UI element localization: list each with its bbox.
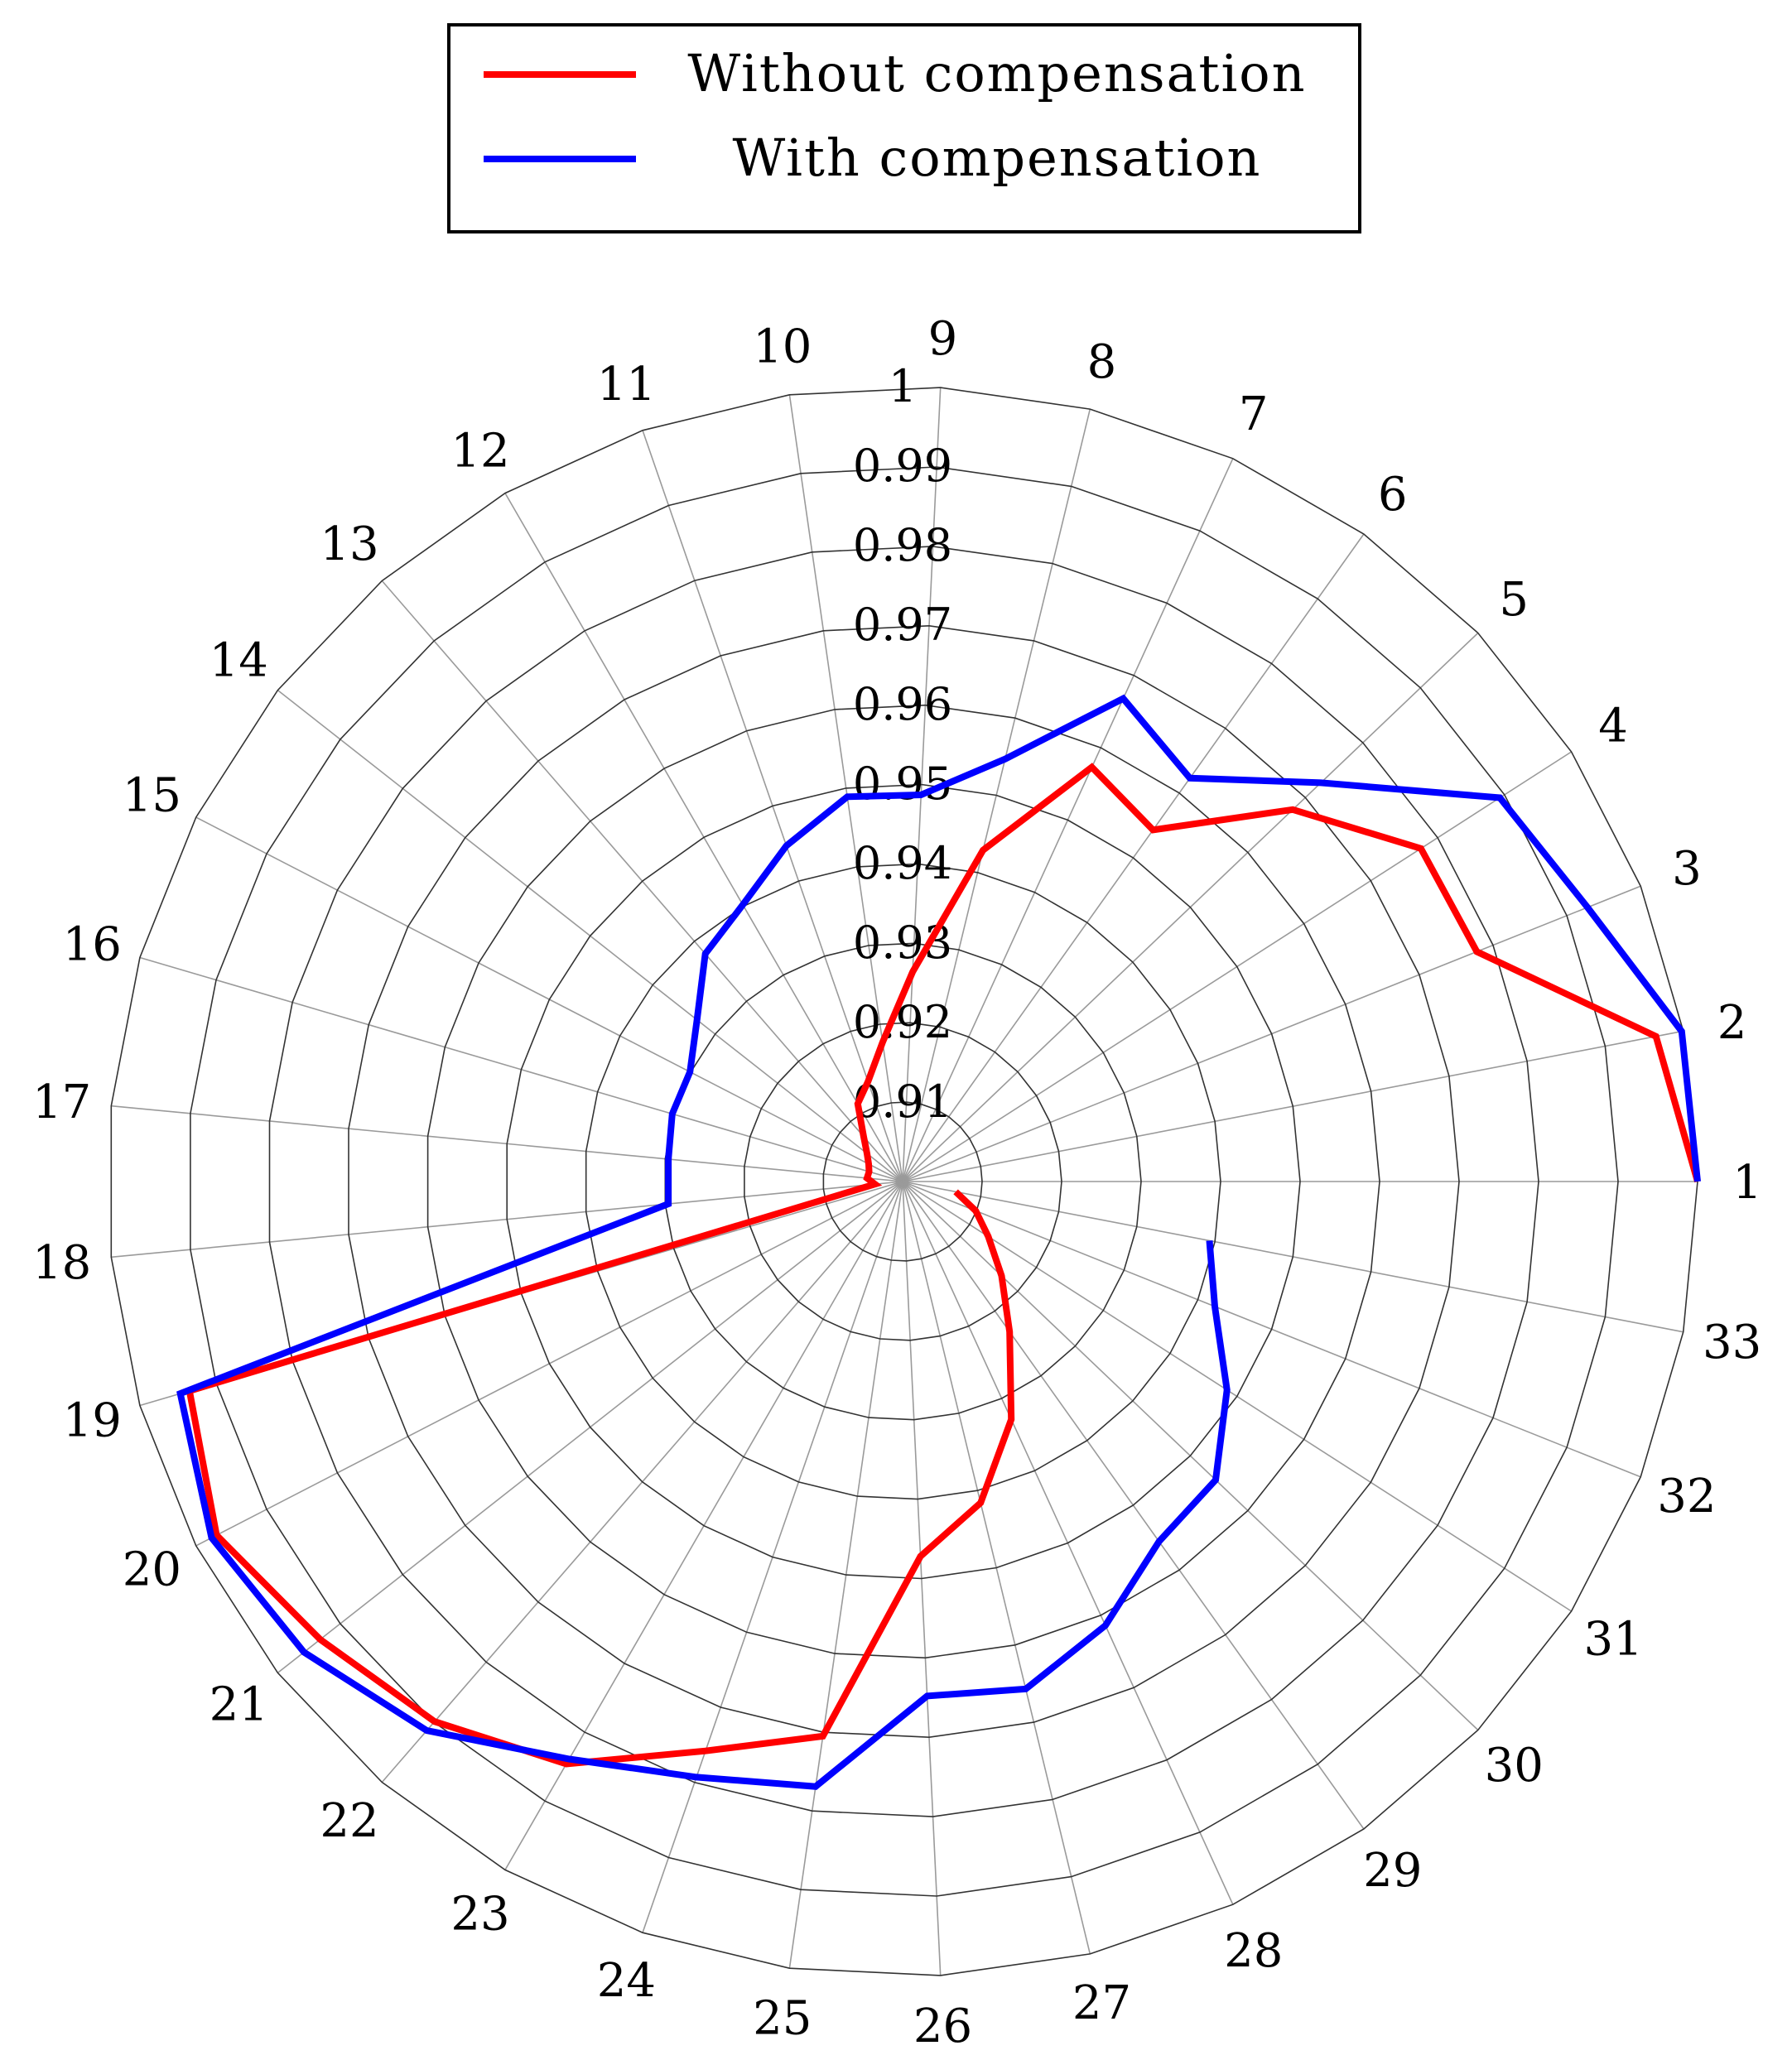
legend-swatch-with	[484, 156, 636, 162]
category-label: 30	[1485, 1739, 1544, 1793]
category-label: 23	[450, 1887, 509, 1941]
grid-ring	[110, 387, 1698, 1976]
category-label: 15	[123, 769, 181, 823]
category-label: 14	[210, 634, 268, 688]
category-label: 24	[597, 1954, 656, 2008]
category-labels: 1234567891011121314151617181920212223242…	[32, 312, 1762, 2053]
radial-tick-label: 0.92	[853, 996, 952, 1048]
category-label: 13	[320, 517, 378, 571]
legend-item-with: With compensation	[484, 121, 1328, 195]
legend-swatch-without	[484, 71, 636, 78]
legend-label-without: Without compensation	[687, 43, 1307, 103]
series-lines	[176, 694, 1701, 1790]
grid-ring	[190, 466, 1619, 1897]
category-label: 25	[753, 1992, 812, 2046]
category-label: 19	[63, 1393, 122, 1447]
category-label: 10	[753, 320, 812, 373]
legend: Without compensation With compensation	[447, 23, 1361, 233]
category-label: 11	[597, 358, 656, 412]
category-label: 18	[32, 1236, 91, 1290]
grid-ring	[348, 624, 1460, 1739]
grid-ring	[268, 546, 1539, 1817]
category-label: 3	[1672, 842, 1702, 896]
category-label: 26	[913, 2000, 972, 2053]
legend-item-without: Without compensation	[484, 36, 1328, 111]
radial-tick-label: 0.97	[853, 599, 952, 651]
category-label: 12	[450, 425, 509, 479]
legend-label-with: With compensation	[732, 128, 1262, 188]
grid-ring	[426, 704, 1380, 1659]
radial-tick-label: 1	[889, 360, 917, 412]
category-label: 21	[210, 1678, 268, 1732]
category-label: 28	[1224, 1924, 1283, 1978]
grid-ring	[506, 783, 1301, 1580]
grid-rings	[110, 387, 1698, 1976]
category-label: 5	[1499, 573, 1529, 627]
radial-tick-label: 0.95	[853, 758, 952, 810]
grid-ring	[744, 1022, 1062, 1341]
series-line-without-compensation	[185, 763, 1701, 1768]
category-label: 8	[1087, 335, 1117, 389]
grid-ring	[822, 1101, 983, 1262]
grid-ring	[585, 863, 1221, 1500]
category-label: 6	[1378, 468, 1408, 522]
category-label: 7	[1239, 387, 1269, 441]
category-label: 31	[1583, 1613, 1642, 1667]
radial-tick-label: 0.99	[853, 440, 952, 492]
category-label: 32	[1657, 1470, 1716, 1523]
category-label: 4	[1598, 700, 1628, 753]
radial-tick-label: 0.96	[853, 678, 952, 730]
category-label: 16	[63, 918, 122, 972]
series-line-with-compensation	[176, 694, 1701, 1790]
radial-tick-label: 0.94	[853, 837, 952, 889]
category-label: 33	[1703, 1316, 1761, 1369]
category-label: 1	[1732, 1156, 1762, 1210]
category-label: 2	[1717, 996, 1747, 1050]
category-label: 20	[123, 1543, 181, 1596]
category-label: 29	[1363, 1844, 1422, 1898]
radial-tick-labels: 0.910.920.930.940.950.960.970.980.991	[853, 360, 952, 1128]
radial-tick-label: 0.98	[853, 519, 952, 571]
category-label: 22	[320, 1794, 378, 1848]
category-label: 27	[1072, 1976, 1131, 2030]
category-label: 9	[928, 312, 958, 366]
category-label: 17	[32, 1076, 91, 1129]
